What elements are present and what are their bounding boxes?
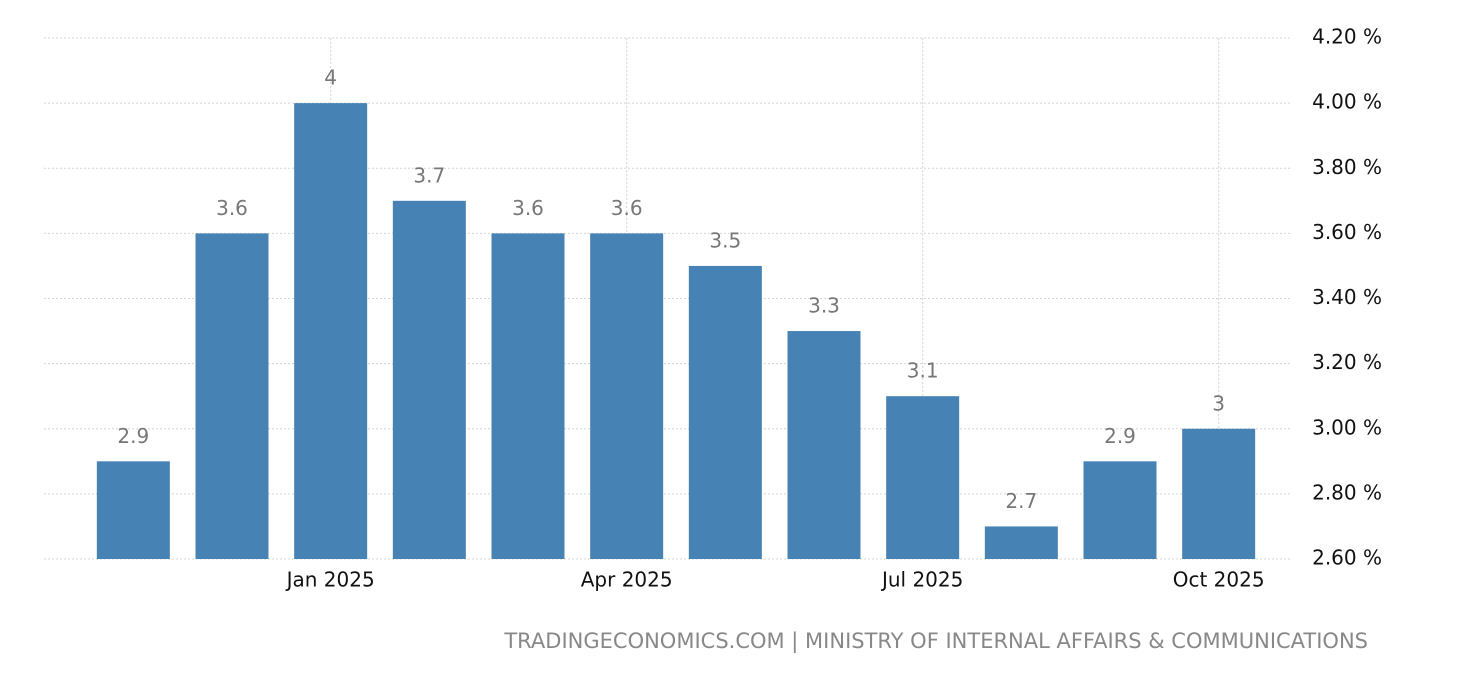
source: TRADINGECONOMICS.COM | MINISTRY OF INTER… [503,629,1368,654]
y-tick-label: 4.20 % [1312,25,1382,49]
value-label: 2.7 [1005,489,1037,513]
x-tick-label: Jul 2025 [880,568,963,592]
bar [195,233,269,559]
value-label: 3.7 [413,163,445,187]
bar [96,461,170,559]
bar [886,396,960,559]
value-label: 3.6 [512,196,544,220]
x-tick-label: Oct 2025 [1173,568,1265,592]
x-tick-label: Apr 2025 [581,568,673,592]
value-label: 2.9 [117,424,149,448]
bar [590,233,664,559]
bar [688,265,762,559]
bar [392,200,466,559]
value-label: 4 [324,66,337,90]
y-tick-label: 2.60 % [1312,546,1382,570]
value-label: 3.6 [611,196,643,220]
y-tick-label: 3.60 % [1312,220,1382,244]
bar [1182,428,1256,559]
bar [1083,461,1157,559]
value-label: 3.6 [216,196,248,220]
y-tick-label: 3.40 % [1312,285,1382,309]
value-label: 3 [1212,391,1225,415]
y-tick-label: 3.00 % [1312,415,1382,439]
value-label: 3.5 [709,228,741,252]
x-tick-label: Jan 2025 [285,568,375,592]
bar [294,103,368,559]
value-label: 3.3 [808,294,840,318]
bar [787,331,861,559]
y-tick-label: 3.80 % [1312,155,1382,179]
y-tick-label: 3.20 % [1312,350,1382,374]
y-tick-label: 4.00 % [1312,90,1382,114]
value-label: 2.9 [1104,424,1136,448]
value-label: 3.1 [907,359,939,383]
bar [491,233,565,559]
y-tick-label: 2.80 % [1312,480,1382,504]
bar [984,526,1058,559]
